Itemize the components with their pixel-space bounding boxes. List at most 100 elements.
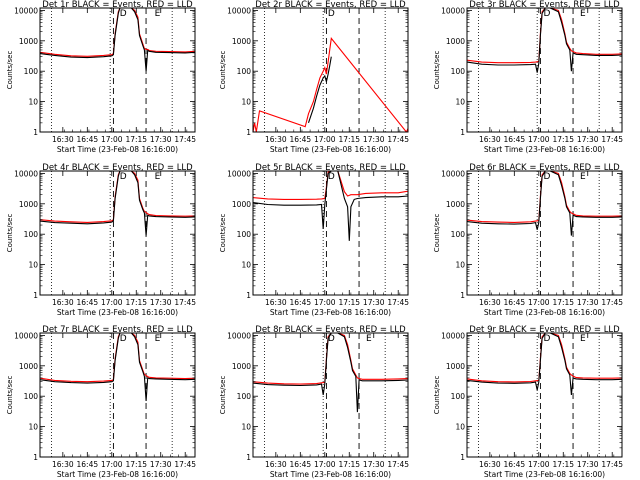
x-axis-label: Start Time (23-Feb-08 16:16:00) (484, 145, 605, 154)
events-series-line (467, 8, 622, 73)
y-tick-label: 10000 (227, 169, 251, 178)
x-tick-label: 16:30 (52, 298, 74, 307)
y-tick-label: 1000 (19, 200, 38, 209)
x-tick-label: 17:30 (363, 298, 385, 307)
lld-series-line (467, 333, 622, 383)
events-series-line (253, 171, 408, 241)
y-tick-label: 1 (246, 453, 251, 462)
x-tick-label: 17:15 (552, 135, 574, 144)
plot-frame (466, 332, 623, 458)
y-tick-label: 10000 (441, 6, 465, 15)
y-tick-label: 100 (237, 67, 252, 76)
x-axis-label: Start Time (23-Feb-08 16:16:00) (270, 145, 391, 154)
plot-frame (252, 332, 409, 458)
y-tick-label: 1000 (232, 362, 251, 371)
y-tick-label: 1 (460, 128, 465, 137)
plot-frame (466, 7, 623, 133)
marker-d: D (328, 172, 335, 182)
x-tick-label: 17:45 (174, 460, 196, 469)
y-axis-label: Counts/sec (433, 214, 441, 253)
marker-d: D (543, 334, 550, 344)
y-tick-label: 1 (33, 291, 38, 300)
panel-title: Det 5r BLACK = Events, RED = LLD (255, 163, 406, 173)
x-axis-label: Start Time (23-Feb-08 16:16:00) (270, 308, 391, 317)
y-axis-label: Counts/sec (6, 51, 14, 90)
plot-frame (39, 170, 196, 296)
marker-e: E (580, 9, 586, 19)
x-tick-label: 17:15 (552, 298, 574, 307)
y-axis-label: Counts/sec (219, 214, 227, 253)
panel-title: Det 7r BLACK = Events, RED = LLD (42, 325, 193, 335)
x-tick-label: 16:30 (265, 460, 287, 469)
y-tick-label: 1000 (232, 200, 251, 209)
x-tick-label: 16:30 (479, 135, 501, 144)
y-tick-label: 1000 (446, 200, 465, 209)
y-tick-label: 100 (24, 392, 39, 401)
y-tick-label: 10 (455, 98, 465, 107)
y-tick-label: 10000 (14, 169, 38, 178)
marker-d: D (328, 334, 335, 344)
y-tick-label: 100 (24, 230, 39, 239)
x-tick-label: 16:30 (265, 135, 287, 144)
x-tick-label: 17:00 (528, 460, 550, 469)
x-tick-label: 17:00 (528, 135, 550, 144)
x-tick-label: 16:45 (77, 298, 99, 307)
x-tick-label: 16:45 (504, 135, 526, 144)
panel-title: Det 3r BLACK = Events, RED = LLD (469, 0, 620, 10)
panel-title: Det 8r BLACK = Events, RED = LLD (255, 325, 406, 335)
y-axis-label: Counts/sec (6, 214, 14, 253)
x-tick-label: 17:45 (387, 135, 409, 144)
events-series-line (40, 8, 195, 72)
x-tick-label: 16:45 (504, 298, 526, 307)
y-axis-label: Counts/sec (219, 51, 227, 90)
plot-frame (466, 170, 623, 296)
x-tick-label: 16:45 (290, 135, 312, 144)
y-tick-label: 1 (33, 128, 38, 137)
x-tick-label: 17:30 (150, 460, 172, 469)
marker-d: D (120, 172, 127, 182)
y-axis-label: Counts/sec (433, 51, 441, 90)
y-tick-label: 100 (237, 392, 252, 401)
y-tick-label: 10 (241, 423, 251, 432)
y-tick-label: 10 (241, 261, 251, 270)
marker-e: E (580, 172, 586, 182)
marker-e: E (155, 334, 161, 344)
x-tick-label: 17:45 (601, 135, 623, 144)
x-axis-label: Start Time (23-Feb-08 16:16:00) (270, 470, 391, 479)
events-series-line (307, 56, 332, 123)
x-axis-label: Start Time (23-Feb-08 16:16:00) (484, 308, 605, 317)
x-tick-label: 17:45 (387, 298, 409, 307)
y-tick-label: 10000 (14, 6, 38, 15)
x-tick-label: 17:00 (101, 135, 123, 144)
x-tick-label: 17:00 (528, 298, 550, 307)
y-tick-label: 10000 (14, 331, 38, 340)
x-tick-label: 16:45 (77, 460, 99, 469)
plot-frame (39, 7, 196, 133)
marker-e: E (155, 9, 161, 19)
x-axis-label: Start Time (23-Feb-08 16:16:00) (57, 145, 178, 154)
y-tick-label: 1000 (446, 37, 465, 46)
x-tick-label: 17:30 (363, 460, 385, 469)
lld-series-line (467, 171, 622, 223)
x-tick-label: 17:00 (314, 460, 336, 469)
x-tick-label: 17:15 (338, 135, 360, 144)
y-axis-label: Counts/sec (433, 376, 441, 415)
marker-d: D (120, 334, 127, 344)
y-tick-label: 10 (455, 423, 465, 432)
x-tick-label: 17:45 (174, 298, 196, 307)
y-tick-label: 10 (28, 423, 38, 432)
y-tick-label: 100 (451, 392, 466, 401)
y-tick-label: 1 (246, 128, 251, 137)
x-tick-label: 17:15 (552, 460, 574, 469)
y-tick-label: 100 (451, 230, 466, 239)
x-tick-label: 16:30 (479, 460, 501, 469)
x-tick-label: 17:15 (338, 460, 360, 469)
x-tick-label: 17:30 (150, 135, 172, 144)
x-tick-label: 16:30 (479, 298, 501, 307)
x-tick-label: 17:15 (338, 298, 360, 307)
x-tick-label: 16:30 (52, 135, 74, 144)
